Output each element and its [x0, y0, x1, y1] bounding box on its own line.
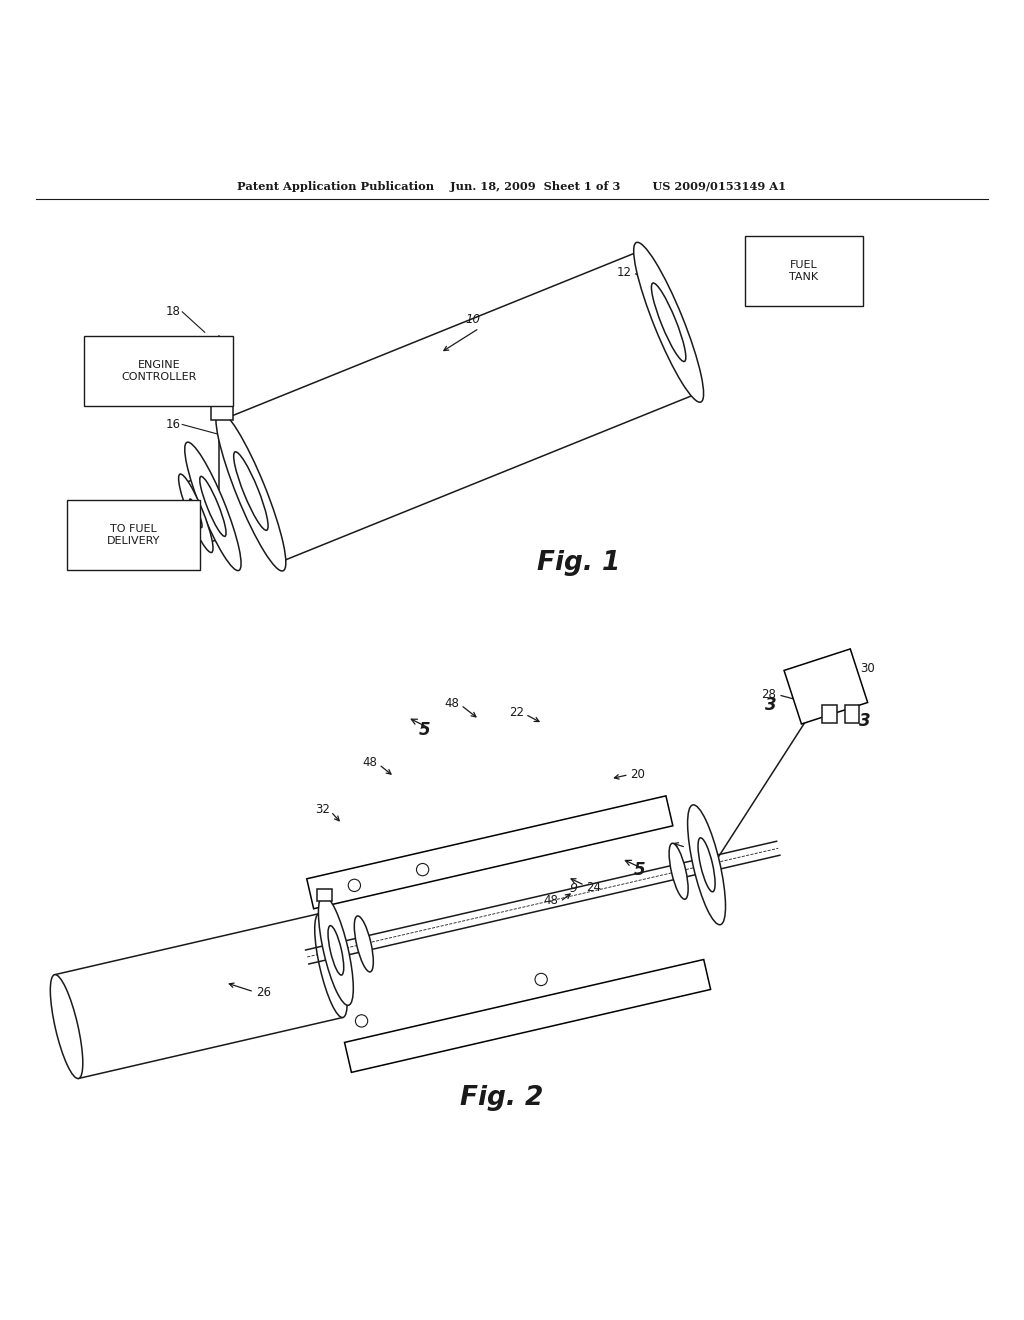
Text: 48: 48	[443, 697, 459, 710]
Text: 28: 28	[761, 688, 776, 701]
Polygon shape	[307, 796, 673, 908]
Text: 3: 3	[859, 713, 871, 730]
Ellipse shape	[184, 442, 241, 570]
Text: Patent Application Publication    Jun. 18, 2009  Sheet 1 of 3        US 2009/015: Patent Application Publication Jun. 18, …	[238, 181, 786, 193]
Text: 24: 24	[586, 880, 601, 894]
Text: 3: 3	[765, 696, 777, 714]
Text: 48: 48	[688, 840, 703, 853]
Ellipse shape	[233, 451, 268, 531]
Text: 18: 18	[165, 305, 180, 318]
Ellipse shape	[200, 477, 226, 536]
Ellipse shape	[355, 1015, 368, 1027]
Bar	[211, 401, 233, 420]
Ellipse shape	[698, 838, 715, 892]
Text: 9: 9	[569, 882, 578, 895]
Text: FUEL
TANK: FUEL TANK	[790, 260, 818, 281]
Bar	[845, 705, 859, 723]
Text: ENGINE
CONTROLLER: ENGINE CONTROLLER	[121, 360, 197, 381]
Ellipse shape	[216, 411, 286, 572]
Text: 5: 5	[634, 861, 646, 879]
Ellipse shape	[178, 474, 213, 553]
Bar	[67, 500, 200, 570]
Polygon shape	[784, 649, 867, 723]
Text: TO FUEL
DELIVERY: TO FUEL DELIVERY	[106, 524, 160, 546]
Text: 48: 48	[543, 894, 558, 907]
Text: 48: 48	[361, 756, 377, 768]
Text: 20: 20	[630, 768, 645, 781]
Polygon shape	[344, 960, 711, 1072]
Text: 10: 10	[466, 313, 481, 326]
Text: 16: 16	[165, 418, 180, 430]
Ellipse shape	[318, 895, 353, 1006]
Ellipse shape	[348, 879, 360, 891]
Ellipse shape	[651, 282, 686, 362]
Bar	[317, 888, 332, 902]
Ellipse shape	[535, 973, 547, 986]
Ellipse shape	[189, 499, 202, 528]
Ellipse shape	[417, 863, 429, 875]
Ellipse shape	[354, 916, 374, 972]
Bar	[745, 236, 862, 306]
Ellipse shape	[50, 974, 83, 1078]
Text: 12: 12	[616, 267, 632, 280]
Ellipse shape	[328, 925, 344, 975]
Text: 30: 30	[860, 661, 874, 675]
Ellipse shape	[637, 251, 700, 393]
Text: 5: 5	[419, 721, 431, 739]
Ellipse shape	[219, 420, 283, 562]
Text: 22: 22	[509, 706, 524, 718]
Text: 26: 26	[256, 986, 271, 999]
Text: Fig. 2: Fig. 2	[460, 1085, 544, 1111]
Text: 32: 32	[314, 803, 330, 816]
Bar	[84, 337, 232, 407]
Text: Fig. 1: Fig. 1	[537, 549, 621, 576]
Bar	[822, 705, 837, 723]
Ellipse shape	[314, 913, 347, 1018]
Ellipse shape	[634, 243, 703, 403]
Text: 14: 14	[108, 506, 123, 517]
Ellipse shape	[669, 843, 688, 899]
Ellipse shape	[687, 805, 726, 925]
